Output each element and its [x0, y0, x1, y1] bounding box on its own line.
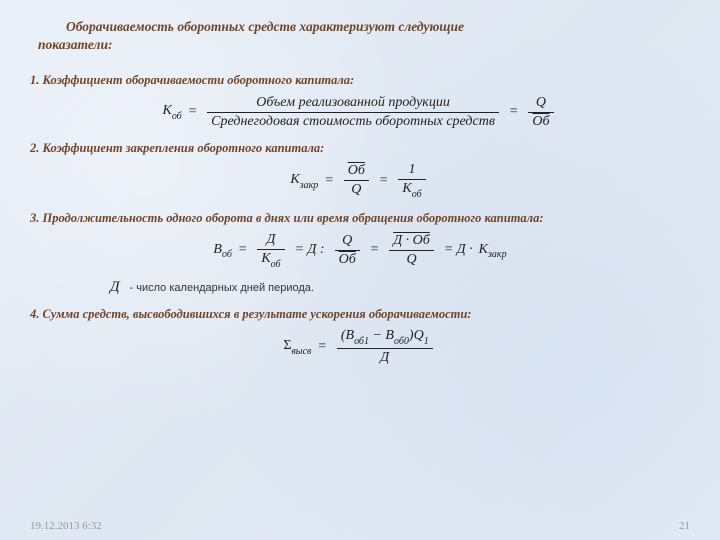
- note-row: Д - число календарных дней периода.: [110, 279, 690, 296]
- f3-lhs-sub: об: [222, 249, 232, 260]
- f4-b-sub: об0: [394, 336, 409, 347]
- f3-t4-base: K: [479, 242, 488, 257]
- f1-den-words: Среднегодовая стоимость оборотных средст…: [207, 113, 499, 130]
- f1-eq2: =: [509, 104, 518, 120]
- f2-num2: 1: [398, 162, 425, 180]
- f3-t1-den-sub: об: [271, 259, 281, 270]
- f3-t2-num: Q: [335, 233, 360, 251]
- f3-mid3: = Д ·: [444, 242, 473, 258]
- f1-frac-sym: Q Об: [528, 95, 553, 130]
- formula-2: Kзакр = Об Q = 1 Kоб: [30, 162, 690, 199]
- heading-line-2: показатели:: [38, 37, 112, 52]
- formula-4: Σвысв = (Bоб1 − Bоб0)Q1 Д: [30, 328, 690, 365]
- f4-den: Д: [337, 349, 433, 366]
- item-4-label: 4. Сумма средств, высвободившихся в резу…: [30, 306, 690, 322]
- item-2-label: 2. Коэффициент закрепления оборотного ка…: [30, 140, 690, 156]
- f4-b-base: B: [385, 328, 394, 343]
- f4-frac: (Bоб1 − Bоб0)Q1 Д: [337, 328, 433, 365]
- f2-eq1: =: [324, 173, 333, 189]
- f1-num-q: Q: [528, 95, 553, 113]
- f4-lhs-sub: высв: [291, 346, 311, 357]
- f2-lhs-sub: закр: [300, 180, 319, 191]
- f1-eq1: =: [188, 104, 197, 120]
- f1-den-ob: Об: [528, 113, 553, 130]
- f3-t1-num: Д: [257, 232, 284, 250]
- f3-eq1: =: [238, 242, 247, 258]
- note-text: - число календарных дней периода.: [130, 282, 314, 294]
- f3-t1-den-base: K: [261, 251, 270, 266]
- f4-q-base: Q: [414, 328, 424, 343]
- note-symbol: Д: [110, 279, 120, 296]
- f1-frac-words: Объем реализованной продукции Среднегодо…: [207, 95, 499, 130]
- footer-page: 21: [679, 520, 690, 532]
- f4-minus: −: [369, 328, 385, 343]
- f3-t3-den: Q: [389, 251, 434, 268]
- f2-frac1: Об Q: [344, 163, 369, 198]
- formula-1: Kоб = Объем реализованной продукции Сред…: [30, 95, 690, 130]
- f4-eq: =: [317, 339, 326, 355]
- heading-line-1: Оборачиваемость оборотных средств характ…: [66, 19, 464, 34]
- f2-frac2: 1 Kоб: [398, 162, 425, 199]
- f4-q-sub: 1: [424, 336, 429, 347]
- f1-num-words: Объем реализованной продукции: [207, 95, 499, 113]
- f3-mid2: =: [370, 242, 379, 258]
- f2-eq2: =: [379, 173, 388, 189]
- f2-lhs-base: K: [290, 172, 299, 187]
- f3-mid1: = Д :: [295, 242, 325, 258]
- f3-t3-num: Д · Об: [393, 233, 430, 248]
- f4-a-sub: об1: [354, 336, 369, 347]
- footer: 19.12.2013 6:32 21: [30, 520, 690, 532]
- f1-lhs-sub: об: [172, 111, 182, 122]
- f2-num1: Об: [344, 163, 369, 181]
- slide-heading: Оборачиваемость оборотных средств характ…: [38, 18, 690, 54]
- f2-den2-sub: об: [412, 189, 422, 200]
- f4-a-base: B: [346, 328, 355, 343]
- f3-lhs-base: B: [213, 242, 222, 257]
- item-1-label: 1. Коэффициент оборачиваемости оборотног…: [30, 72, 690, 88]
- formula-3: Bоб = Д Kоб = Д : Q Об = Д · Об Q = Д · …: [30, 232, 690, 269]
- f3-t4-sub: закр: [488, 249, 507, 260]
- f1-lhs-base: K: [162, 103, 171, 118]
- f2-den1: Q: [344, 181, 369, 198]
- footer-date: 19.12.2013 6:32: [30, 520, 102, 532]
- slide: Оборачиваемость оборотных средств характ…: [0, 0, 720, 540]
- f3-t2-den: Об: [335, 251, 360, 268]
- item-3-label: 3. Продолжительность одного оборота в дн…: [10, 210, 690, 226]
- f2-den2-base: K: [402, 181, 411, 196]
